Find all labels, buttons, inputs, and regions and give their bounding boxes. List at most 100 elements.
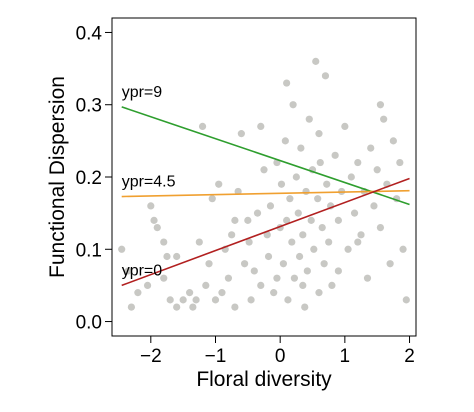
- data-point: [189, 303, 197, 311]
- data-point: [305, 115, 313, 123]
- data-point: [290, 274, 298, 282]
- y-tick-label: 0.2: [76, 168, 102, 189]
- line-label: ypr=4.5: [122, 174, 176, 191]
- data-point: [163, 252, 171, 261]
- x-axis-ticks: −2 −1 0 1 2: [140, 336, 415, 367]
- data-point: [245, 238, 253, 246]
- line-label: ypr=9: [122, 84, 163, 101]
- data-point: [295, 252, 304, 261]
- data-point: [312, 57, 320, 65]
- data-point: [344, 245, 352, 253]
- data-point: [240, 260, 249, 268]
- data-point: [244, 216, 252, 224]
- data-point: [334, 216, 342, 224]
- x-tick-label: −2: [140, 346, 162, 367]
- data-point: [198, 122, 207, 131]
- data-point: [224, 274, 233, 282]
- data-point: [279, 260, 288, 268]
- data-point: [192, 296, 200, 304]
- data-point: [173, 252, 181, 261]
- data-point: [321, 72, 330, 80]
- data-point: [283, 79, 291, 87]
- data-point: [127, 303, 136, 311]
- data-point: [277, 180, 286, 188]
- data-point: [341, 122, 349, 131]
- x-axis-label: Floral diversity: [196, 368, 332, 391]
- x-tick-label: 2: [404, 346, 415, 367]
- data-point: [289, 101, 297, 109]
- data-point: [150, 216, 158, 224]
- data-point: [297, 144, 305, 152]
- data-point: [173, 303, 181, 311]
- data-point: [354, 238, 362, 246]
- data-point: [153, 223, 161, 232]
- data-point: [211, 296, 220, 304]
- data-point: [307, 216, 315, 224]
- data-point: [386, 260, 394, 268]
- data-point: [299, 281, 307, 290]
- data-point: [283, 216, 291, 224]
- data-point: [376, 223, 385, 232]
- data-point: [257, 281, 265, 290]
- data-point: [294, 209, 302, 217]
- x-tick-label: −1: [205, 346, 227, 367]
- data-point: [347, 173, 355, 181]
- data-point: [376, 101, 385, 109]
- data-point: [320, 260, 328, 268]
- data-point: [370, 202, 378, 210]
- data-point: [316, 158, 324, 167]
- data-point: [302, 187, 310, 196]
- data-point: [373, 166, 381, 174]
- data-point: [264, 252, 273, 261]
- y-axis-label: Functional Dispersion: [46, 76, 69, 278]
- data-point: [250, 267, 258, 275]
- y-tick-label: 0.1: [76, 240, 102, 261]
- data-point: [160, 238, 168, 246]
- data-point: [303, 267, 311, 275]
- data-point: [334, 267, 342, 275]
- data-point: [299, 231, 307, 239]
- data-point: [331, 151, 339, 159]
- data-point: [399, 245, 407, 253]
- data-point: [160, 274, 168, 282]
- data-point: [380, 115, 388, 123]
- data-point: [186, 289, 194, 297]
- data-point: [325, 238, 333, 246]
- data-point: [215, 180, 223, 188]
- fit-line: [121, 189, 410, 198]
- data-point: [143, 281, 152, 290]
- line-labels: ypr=9 ypr=4.5 ypr=0: [122, 84, 176, 280]
- data-point: [286, 195, 294, 203]
- data-point: [284, 296, 292, 304]
- y-tick-label: 0.3: [76, 96, 102, 117]
- data-point: [315, 130, 323, 138]
- y-tick-label: 0.0: [76, 313, 102, 334]
- data-point: [389, 137, 397, 145]
- data-point: [402, 296, 410, 304]
- data-point: [315, 289, 323, 297]
- data-point: [234, 187, 242, 196]
- data-point: [195, 238, 203, 246]
- data-point: [288, 238, 296, 246]
- data-point: [301, 303, 309, 311]
- data-point: [350, 209, 359, 217]
- data-point: [396, 158, 404, 167]
- data-point: [124, 267, 132, 275]
- data-point: [323, 180, 331, 188]
- data-point: [328, 281, 336, 290]
- x-tick-label: 1: [340, 346, 351, 367]
- fit-line: [121, 106, 410, 206]
- data-point: [354, 158, 362, 167]
- data-point: [310, 245, 318, 253]
- data-point: [147, 202, 155, 210]
- data-point: [270, 289, 278, 297]
- data-point: [205, 260, 213, 268]
- x-tick-label: 0: [275, 346, 286, 367]
- data-point: [228, 231, 236, 239]
- data-point: [247, 296, 255, 304]
- data-point: [208, 195, 216, 203]
- data-point: [179, 296, 187, 304]
- line-label: ypr=0: [122, 262, 163, 279]
